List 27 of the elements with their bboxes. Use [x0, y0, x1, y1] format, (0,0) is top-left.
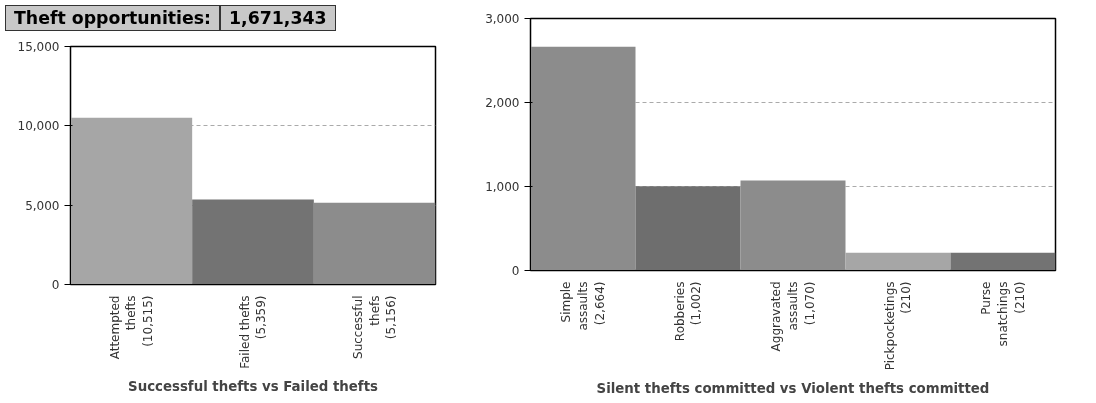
text: Silent thefts committed vs Violent thefts committed: [596, 380, 990, 396]
y-tick-label: 3,000: [485, 12, 520, 26]
x-tick-label: Pickpocketings (210): [882, 281, 914, 371]
y-tick-label: 10,000: [17, 119, 60, 134]
y-tick-label: 1,000: [485, 180, 520, 194]
y-tick-label: 15,000: [17, 40, 60, 54]
bar: [313, 202, 436, 285]
x-tick-label: Successful thefs (5,156): [350, 295, 399, 359]
y-tick-label: 5,000: [25, 198, 60, 213]
text: Theft opportunities:: [5, 5, 221, 31]
y-tick-label: 2,000: [485, 96, 520, 110]
bar: [192, 199, 314, 285]
x-tick-label: Aggravated assaults (1,070): [769, 281, 817, 352]
bar: [530, 46, 636, 271]
x-tick-label: Purse snatchings (210): [979, 281, 1027, 347]
bar: [950, 252, 1056, 271]
bar: [635, 186, 741, 271]
bar: [740, 180, 846, 271]
bar: [845, 252, 951, 271]
text: 1,671,343: [220, 5, 336, 31]
x-tick-label: Robberies (1,002): [672, 281, 704, 342]
text: Successful thefts vs Failed thefts: [128, 378, 378, 394]
x-tick-label: Simple assaults (2,664): [559, 281, 607, 331]
x-tick-label: Attempted thefts (10,515): [107, 295, 156, 360]
x-tick-label: Failed thefts (5,359): [237, 295, 269, 369]
y-tick-label: 0: [51, 278, 60, 292]
y-tick-label: 0: [511, 264, 520, 278]
